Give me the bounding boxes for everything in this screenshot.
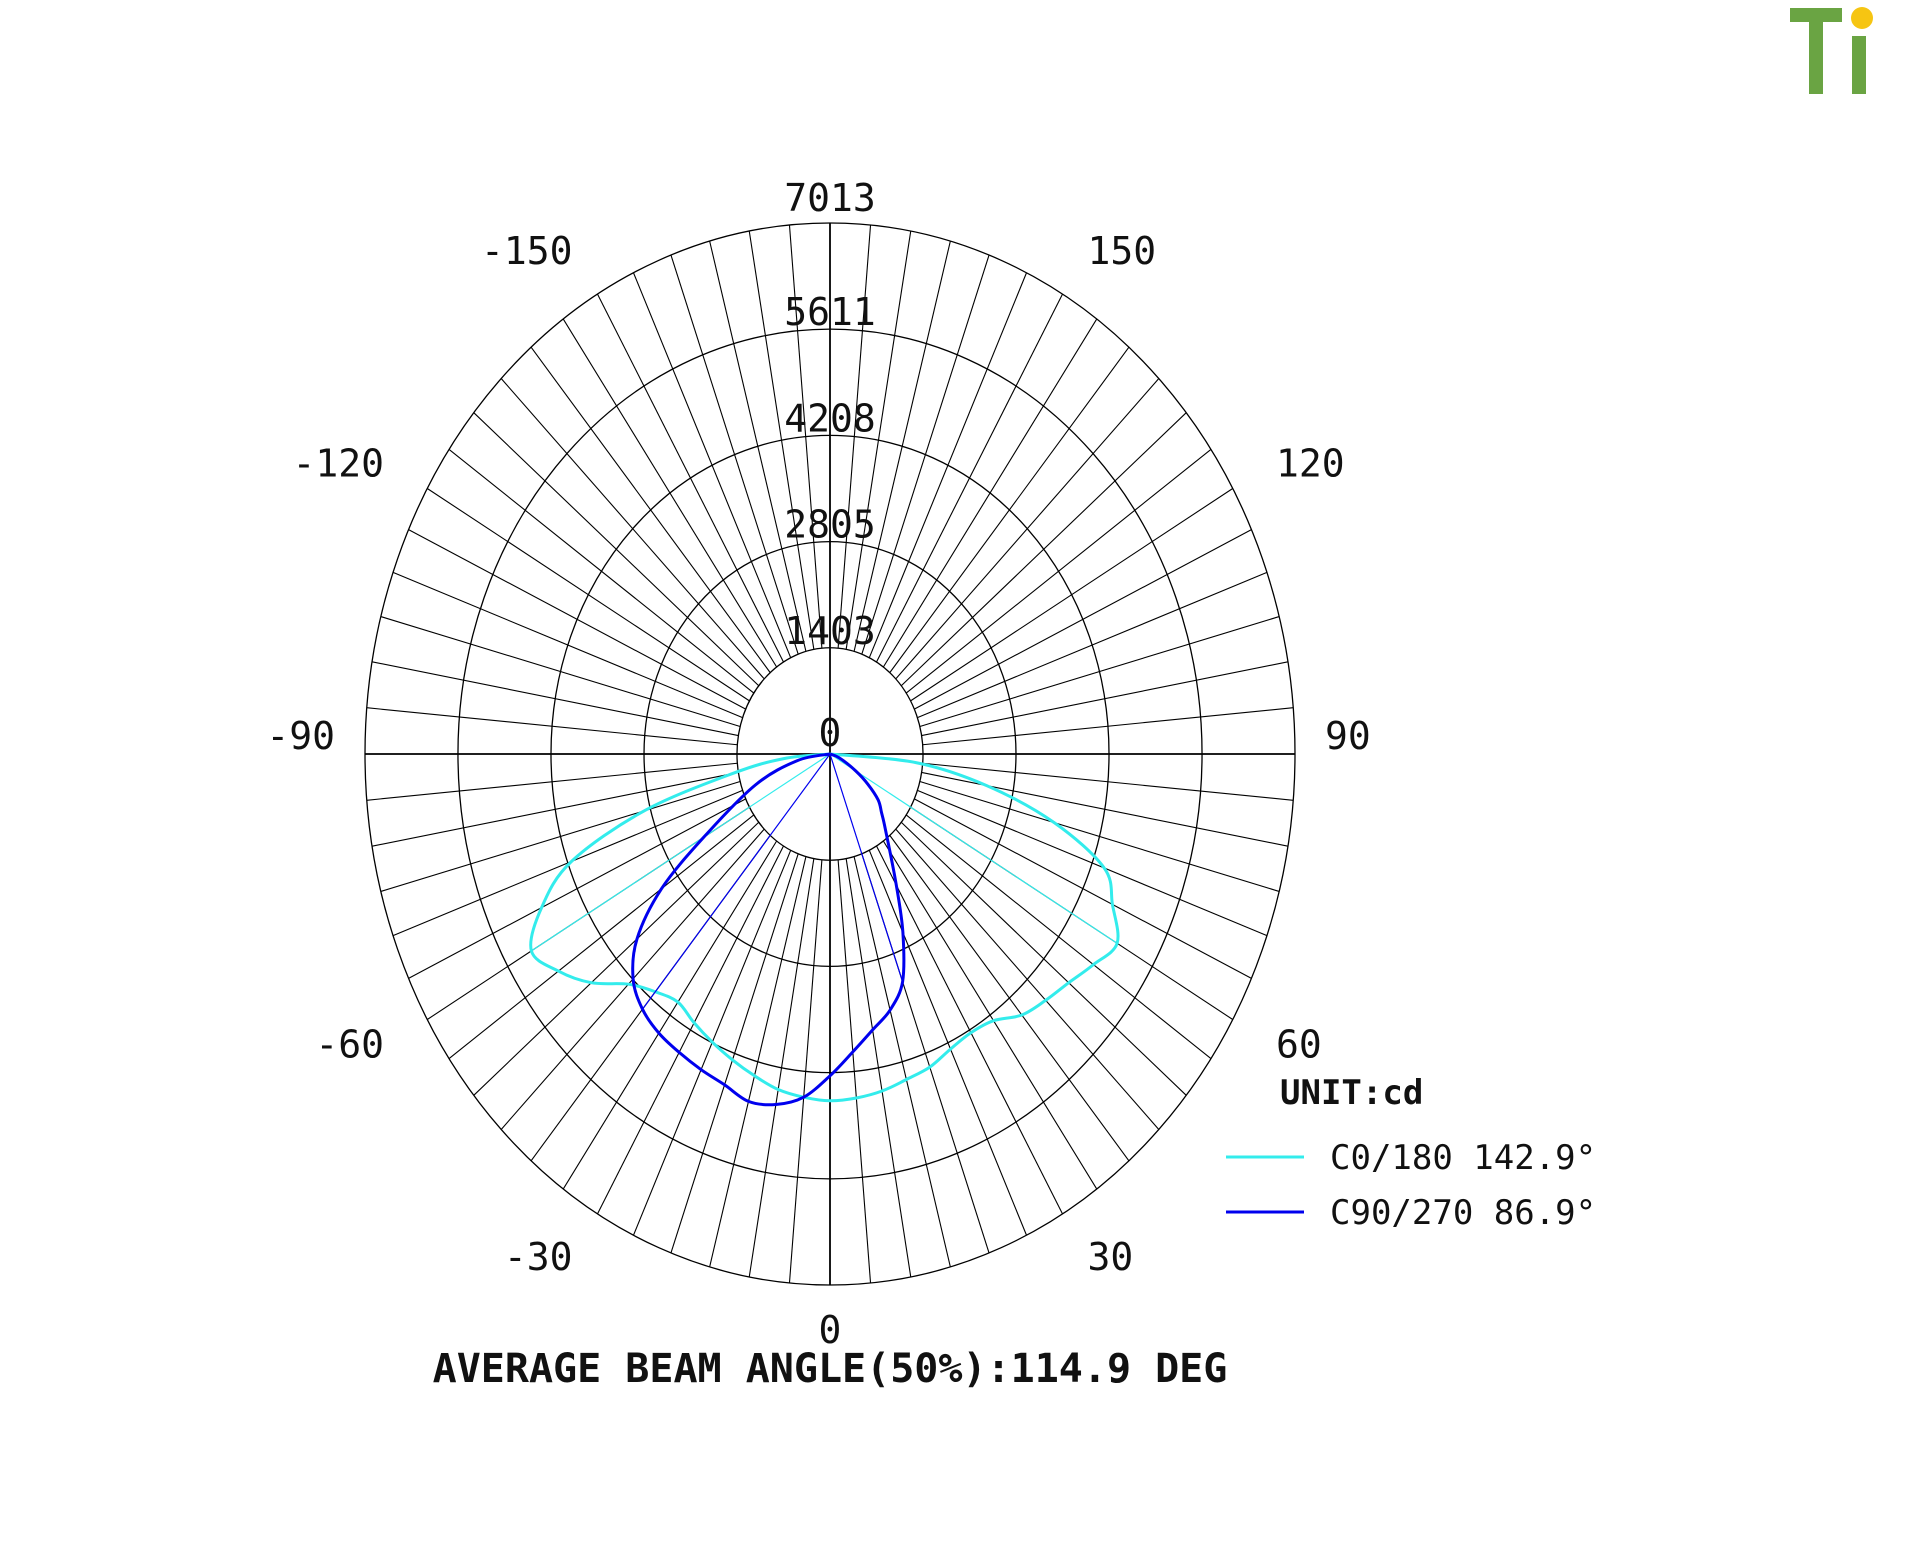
legend: UNIT:cd C0/180 142.9° C90/270 86.9° xyxy=(1226,1073,1596,1233)
ring-label-0: 1403 xyxy=(784,609,876,653)
angle-label-9: -30 xyxy=(504,1235,573,1279)
logo-t-stem xyxy=(1809,8,1823,94)
logo-i-dot xyxy=(1851,7,1873,29)
grid-ring-2 xyxy=(550,434,1110,1074)
logo-i-stem xyxy=(1852,36,1866,94)
grid-ring-1 xyxy=(643,540,1017,968)
series-line-1 xyxy=(631,752,906,1107)
series-line-0 xyxy=(529,752,1120,1103)
grid-ring-4 xyxy=(364,222,1296,1286)
series-ray-1-0 xyxy=(641,753,831,1010)
angle-label-5: -90 xyxy=(266,714,335,758)
grid-ring-3 xyxy=(457,328,1203,1180)
angle-label-3: -120 xyxy=(292,442,384,486)
angle-label-10: 30 xyxy=(1088,1235,1134,1279)
legend-unit: UNIT:cd xyxy=(1280,1073,1423,1113)
angle-label-2: 150 xyxy=(1088,229,1157,273)
ring-label-2: 4208 xyxy=(784,396,876,440)
angle-label-0: 7013 xyxy=(784,176,876,220)
legend-label-c90: C90/270 86.9° xyxy=(1330,1193,1596,1233)
series-ray-1-1 xyxy=(829,753,904,982)
angle-label-11: 0 xyxy=(819,1308,842,1352)
center-label: 0 xyxy=(819,711,842,755)
angle-label-6: 90 xyxy=(1325,714,1371,758)
ti-logo: Ti xyxy=(1790,7,1873,94)
average-beam-angle: AVERAGE BEAM ANGLE(50%):114.9 DEG xyxy=(433,1346,1228,1392)
ring-label-1: 2805 xyxy=(784,503,876,547)
grid-rings xyxy=(364,222,1296,1286)
grid-ring-0 xyxy=(736,647,924,861)
ring-label-3: 5611 xyxy=(784,290,876,334)
series-ray-0-0 xyxy=(531,753,831,952)
angle-label-1: -150 xyxy=(481,229,573,273)
series-layer xyxy=(529,752,1120,1107)
angle-label-4: 120 xyxy=(1276,442,1345,486)
angle-label-8: 60 xyxy=(1276,1023,1322,1067)
legend-label-c0: C0/180 142.9° xyxy=(1330,1138,1596,1178)
angle-labels: 7013 -150 150 -120 120 -90 90 -60 60 -30 30 0 xyxy=(266,176,1370,1352)
ring-labels: 1403 2805 4208 5611 xyxy=(784,290,876,653)
series-ray-0-1 xyxy=(829,753,1118,944)
angle-label-7: -60 xyxy=(315,1023,384,1067)
